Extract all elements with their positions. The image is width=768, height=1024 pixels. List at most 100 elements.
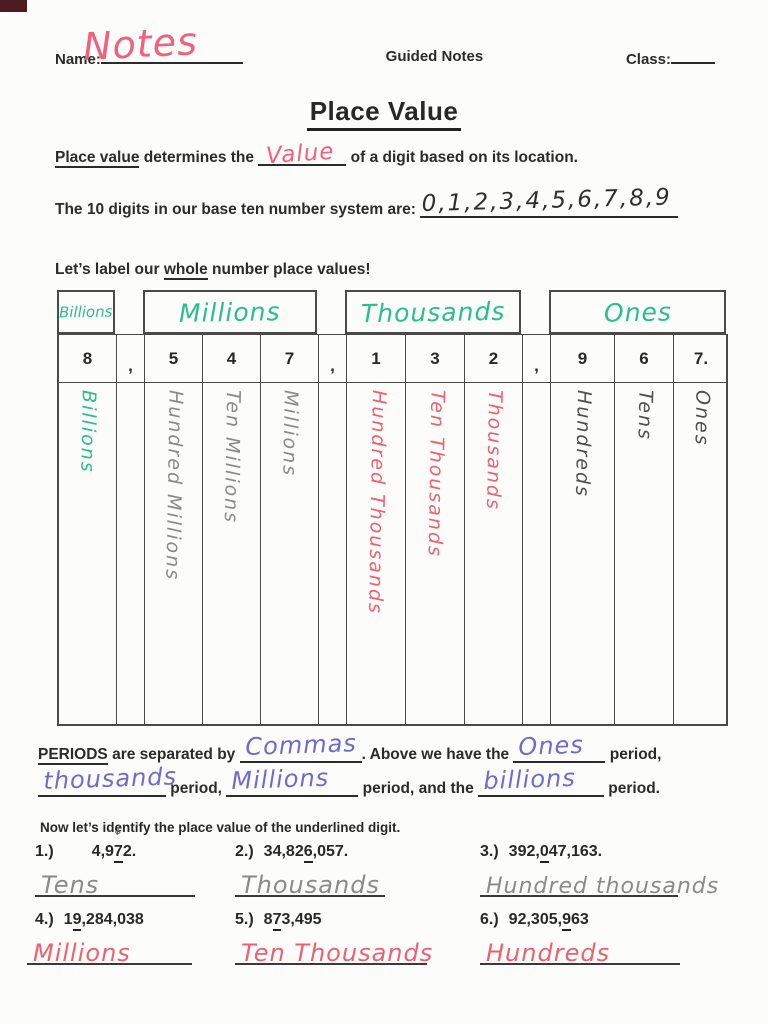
problem-value: 34,826,057. bbox=[263, 843, 349, 863]
empty-comma-column bbox=[117, 383, 145, 724]
blank-billions: billions bbox=[478, 764, 604, 797]
title-wrap: Place Value bbox=[0, 96, 768, 131]
comma-cell: , bbox=[319, 335, 347, 382]
answer-line: Tens bbox=[35, 865, 195, 899]
pencil-arrow-icon: ↓ bbox=[110, 821, 127, 841]
underlined-digit: 7 bbox=[272, 911, 282, 931]
answer-line: Ten Thousands bbox=[235, 933, 432, 967]
period-label-billions: Billions bbox=[59, 302, 113, 322]
digit-cell: 4 bbox=[203, 335, 261, 382]
name-field: Name: Notes bbox=[55, 19, 243, 69]
value-label-cell: Thousands bbox=[465, 383, 523, 724]
value-label-row: Billions Hundred Millions Ten Millions M… bbox=[59, 382, 726, 724]
class-blank-line bbox=[671, 48, 715, 64]
value-label-cell: Billions bbox=[59, 383, 117, 724]
problem-number: 1.) bbox=[35, 843, 54, 860]
value-label-cell: Ten Millions bbox=[203, 383, 261, 724]
digit-cell: 3 bbox=[406, 335, 465, 382]
value-label-ones: Ones bbox=[690, 389, 713, 447]
value-label-millions: Millions bbox=[278, 389, 302, 478]
value-label-cell: Millions bbox=[261, 383, 319, 724]
periods-t6: period. bbox=[604, 780, 660, 797]
identify-prompt: Now let’s identify the place value of th… bbox=[40, 820, 401, 835]
value-label-tens: Tens bbox=[633, 389, 656, 442]
problem-3: 3.) 392,047,163. Hundred thousands bbox=[480, 843, 750, 899]
blank-thousands: thousands bbox=[38, 762, 178, 797]
period-box-millions: Millions bbox=[143, 290, 317, 334]
problems-grid: 1.) 4,97 ↓ 2. Tens 2.) 34,826,057. Thousands… bbox=[27, 822, 750, 967]
value-label-thousands: Thousands bbox=[481, 389, 507, 512]
answer-line: Hundreds bbox=[480, 933, 680, 967]
name-blank-line bbox=[100, 48, 243, 64]
value-pre: 8 bbox=[263, 910, 273, 928]
value-label-cell: Hundred Thousands bbox=[347, 383, 406, 724]
problem-number: 3.) bbox=[480, 843, 499, 860]
underlined-digit-char: 7 bbox=[113, 843, 123, 860]
value-post: ,057. bbox=[312, 843, 349, 860]
answer-line: Thousands bbox=[235, 865, 385, 899]
problem-value: 873,495 bbox=[263, 910, 322, 931]
problem-value: 92,305,963 bbox=[509, 910, 589, 931]
answer-billions: billions bbox=[482, 763, 577, 796]
problem-number: 4.) bbox=[35, 910, 54, 928]
problem-value: 4,97 ↓ 2. bbox=[91, 822, 137, 863]
definition-sentence: Place value determines the Value of a di… bbox=[55, 139, 735, 169]
problem-answer: Millions bbox=[33, 938, 131, 967]
digit-cell: 7 bbox=[261, 335, 319, 382]
problem-2: 2.) 34,826,057. Thousands bbox=[235, 843, 480, 899]
label-prompt-bold: whole bbox=[163, 261, 208, 280]
periods-term: PERIODS bbox=[38, 746, 108, 765]
label-prompt-post: number place values! bbox=[207, 261, 371, 278]
digit-cell: 7. bbox=[693, 348, 709, 368]
period-box-ones: Ones bbox=[549, 290, 726, 334]
digit-row: 8 , 5 4 7 , 1 3 2 , 9 6 7. bbox=[59, 335, 726, 382]
value-pre: 1 bbox=[63, 910, 73, 928]
class-label: Class: bbox=[625, 51, 671, 68]
digit-cell: 1 bbox=[347, 335, 406, 382]
answer-millions: Millions bbox=[231, 763, 330, 796]
problem-number: 6.) bbox=[480, 910, 499, 928]
definition-tail: of a digit based on its location. bbox=[346, 149, 578, 166]
period-gap bbox=[317, 290, 345, 334]
definition-answer-handwritten: Value bbox=[265, 138, 336, 170]
name-label: Name: bbox=[55, 51, 101, 68]
periods-t5: period, and the bbox=[358, 780, 478, 797]
problem-4: 4.) 19,284,038 Millions bbox=[27, 910, 235, 967]
scan-corner-artifact bbox=[0, 0, 27, 12]
digits-prompt: The 10 digits in our base ten number sys… bbox=[55, 201, 421, 218]
label-prompt-sentence: Let’s label our whole number place value… bbox=[55, 261, 735, 280]
value-post: 47,163. bbox=[548, 843, 603, 860]
value-post: 2. bbox=[122, 843, 137, 860]
blank-ones: Ones bbox=[513, 731, 606, 763]
value-pre: 34,82 bbox=[263, 843, 304, 860]
value-post: 63 bbox=[570, 910, 589, 928]
comma-cell: , bbox=[117, 335, 145, 382]
underlined-digit: 9 bbox=[562, 911, 571, 931]
value-pre: 4,9 bbox=[91, 843, 114, 860]
answer-commas: Commas bbox=[244, 729, 357, 762]
period-label-millions: Millions bbox=[178, 296, 282, 328]
periods-t1: are separated by bbox=[107, 746, 240, 763]
problem-value: 392,047,163. bbox=[508, 843, 603, 863]
periods-t4: period, bbox=[166, 780, 227, 797]
value-label-ten-millions: Ten Millions bbox=[219, 389, 245, 525]
digit-cell: 8 bbox=[59, 335, 117, 382]
problem-answer: Ten Thousands bbox=[241, 938, 434, 967]
period-header-row: Billions Millions Thousands Ones bbox=[57, 290, 728, 334]
periods-paragraph: PERIODS are separated by Commas. Above w… bbox=[38, 729, 746, 806]
periods-t3: period, bbox=[605, 746, 662, 763]
problem-number: 2.) bbox=[235, 843, 254, 860]
underlined-digit: 7 ↓ bbox=[110, 822, 126, 863]
problem-answer: Tens bbox=[41, 870, 100, 899]
problem-answer: Hundreds bbox=[486, 938, 611, 967]
value-label-hundred-millions: Hundred Millions bbox=[161, 389, 187, 582]
doc-type-label: Guided Notes bbox=[385, 48, 484, 65]
underlined-digit: 6 bbox=[303, 843, 313, 863]
value-label-cell: Ones bbox=[674, 383, 728, 724]
answer-line: Millions bbox=[27, 933, 192, 967]
value-pre: 392, bbox=[508, 843, 540, 860]
definition-blank: Value bbox=[258, 139, 347, 169]
value-post: 3,495 bbox=[281, 910, 322, 928]
answer-ones: Ones bbox=[518, 730, 585, 762]
digits-sentence: The 10 digits in our base ten number sys… bbox=[55, 184, 735, 219]
